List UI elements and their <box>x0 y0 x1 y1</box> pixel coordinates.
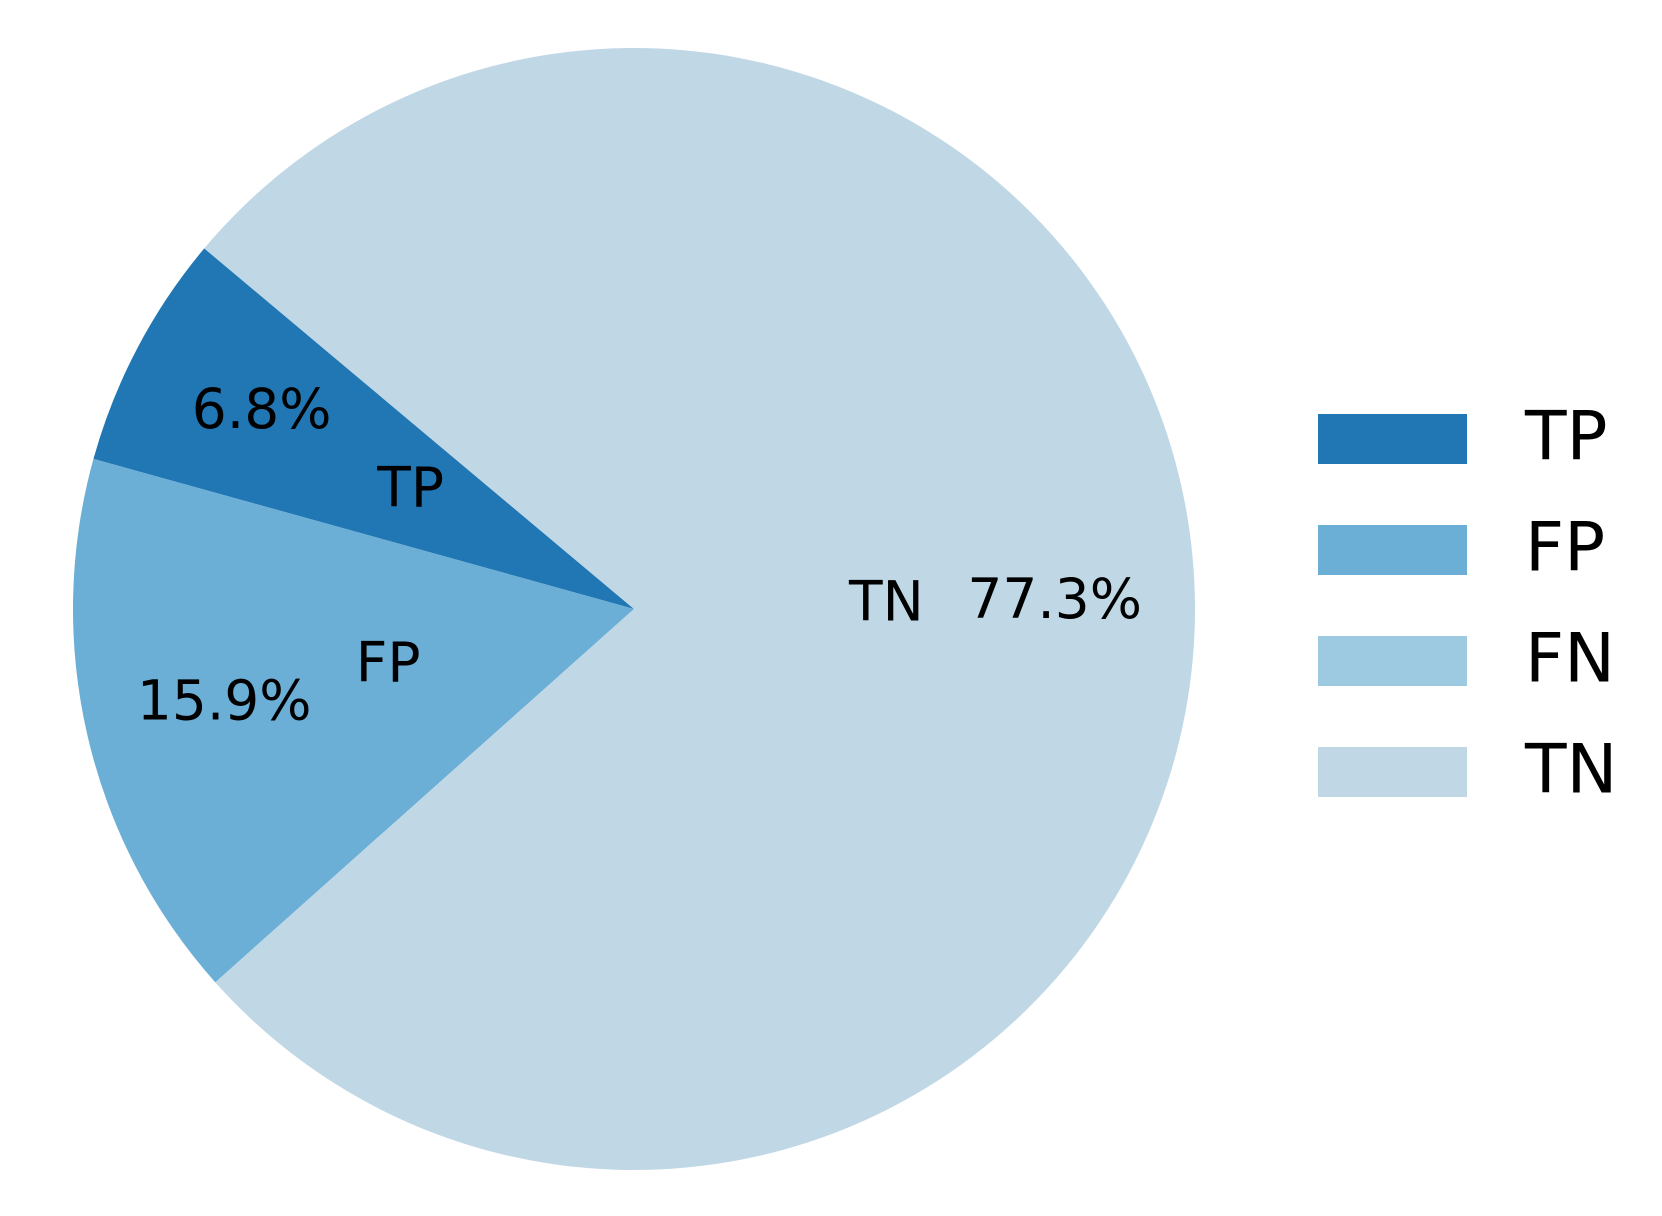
legend-label: FN <box>1525 620 1615 699</box>
legend-label: TP <box>1524 398 1608 477</box>
legend-label: FP <box>1525 509 1605 588</box>
value-label: 77.3% <box>967 567 1142 631</box>
value-label: 6.8% <box>192 377 332 441</box>
value-label: 15.9% <box>137 669 312 733</box>
legend-swatch <box>1318 747 1467 797</box>
legend-swatch <box>1318 636 1467 686</box>
legend-label: TN <box>1524 731 1617 810</box>
pie-slice <box>93 248 634 609</box>
pie-slice <box>204 47 1195 1170</box>
pie-slice <box>72 458 634 983</box>
legend-swatch <box>1318 414 1467 464</box>
slice-label: FP <box>356 630 421 694</box>
slice-label: TN <box>848 569 924 633</box>
legend-swatch <box>1318 525 1467 575</box>
slice-label: TP <box>376 456 444 520</box>
